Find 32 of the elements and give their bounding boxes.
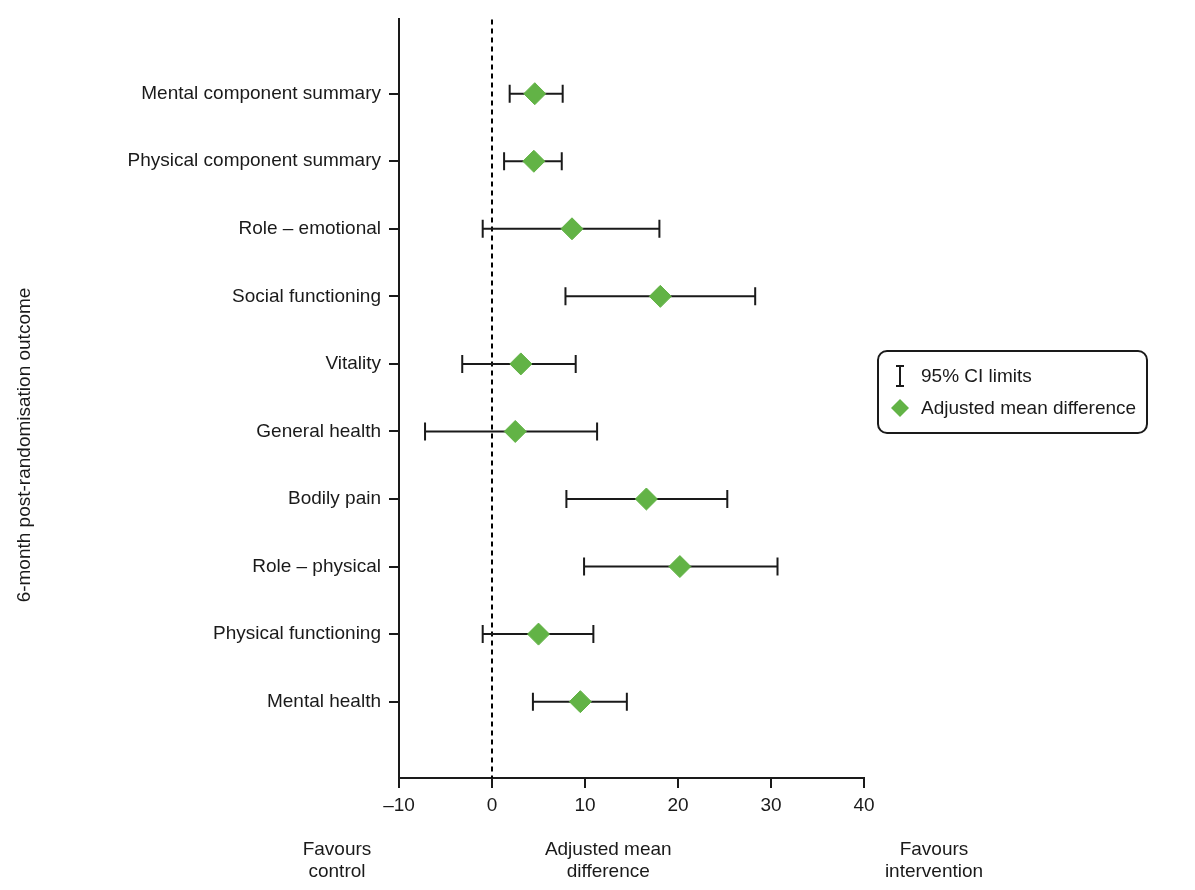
text: 95% CI limits [921,365,1032,387]
point [560,217,584,241]
point [503,419,527,443]
x-tick-label: 30 [760,793,782,815]
y-tick-label: Physical component summary [127,149,382,171]
y-tick-label: Role – physical [252,554,381,576]
y-tick-label: Bodily pain [288,487,381,509]
y-tick-label: Mental component summary [141,81,382,103]
y-tick-label: Social functioning [232,284,381,306]
point [648,284,672,308]
point [668,555,692,579]
x-axis-title: Adjusted mean difference [543,838,673,882]
point [509,352,533,376]
y-tick-label: Physical functioning [213,622,381,644]
x-tick-label: 10 [574,793,596,815]
text: Favours control [301,838,373,882]
x-tick-label: 40 [853,793,875,815]
x-tick-label: –10 [383,793,415,815]
x-tick-label: 0 [486,793,498,815]
y-tick-label: General health [256,419,381,441]
point [527,622,550,646]
point [568,690,592,714]
point [634,487,658,511]
y-tick-label: Vitality [325,352,382,374]
x-tick-label: 20 [667,793,689,815]
y-axis-title: 6-month post-randomisation outcome [13,287,35,603]
point [523,82,547,106]
y-tick-label: Mental health [266,689,381,711]
legend-label: Adjusted mean difference [921,397,1137,419]
point [522,149,546,173]
y-tick-label: Role – emotional [238,217,381,239]
text: Favours intervention [883,838,985,882]
